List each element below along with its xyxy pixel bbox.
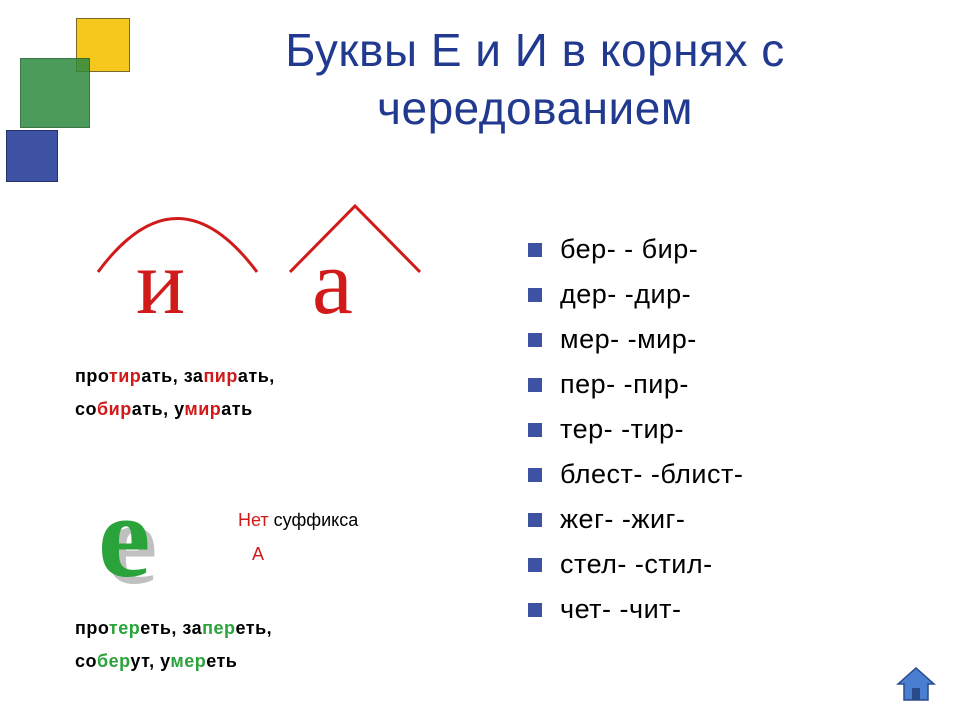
txt: со	[75, 399, 97, 419]
big-letter-i: и	[136, 236, 185, 328]
root-pair-item: мер- -мир-	[528, 324, 928, 355]
bullet-icon	[528, 333, 542, 347]
bullet-icon	[528, 378, 542, 392]
arc-container: и а	[70, 200, 480, 330]
root-pair-item: чет- -чит-	[528, 594, 928, 625]
root-pair-item: стел- -стил-	[528, 549, 928, 580]
bullet-icon	[528, 243, 542, 257]
root-pair-item: дер- -дир-	[528, 279, 928, 310]
big-letter-e-wrap: е е	[98, 478, 150, 596]
txt: со	[75, 651, 97, 671]
bullet-icon	[528, 603, 542, 617]
txt: про	[75, 618, 109, 638]
txt: еть	[206, 651, 237, 671]
root-highlight: бер	[97, 651, 130, 671]
root-highlight: мир	[184, 399, 221, 419]
slide: Буквы Е и И в корнях с чередованием и а …	[0, 0, 960, 720]
bullet-icon	[528, 423, 542, 437]
root-highlight: пир	[203, 366, 237, 386]
root-pair-text: чет- -чит-	[560, 594, 682, 625]
page-title: Буквы Е и И в корнях с чередованием	[150, 22, 920, 137]
arc-over-a-icon	[285, 200, 425, 278]
bullet-icon	[528, 513, 542, 527]
home-icon[interactable]	[894, 664, 938, 704]
root-pair-text: тер- -тир-	[560, 414, 684, 445]
examples-without-suffix-a: протереть, запереть, соберут, умереть	[75, 612, 272, 679]
condition-letter-a: А	[252, 544, 264, 565]
txt: ать,	[238, 366, 275, 386]
txt: про	[75, 366, 109, 386]
condition-net: Нет	[238, 510, 269, 530]
root-pair-text: жег- -жиг-	[560, 504, 685, 535]
txt: ут, у	[130, 651, 170, 671]
root-pair-text: дер- -дир-	[560, 279, 691, 310]
root-pair-text: мер- -мир-	[560, 324, 697, 355]
txt: ать	[221, 399, 252, 419]
root-pair-text: блест- -блист-	[560, 459, 743, 490]
txt: еть,	[236, 618, 273, 638]
root-pair-text: стел- -стил-	[560, 549, 713, 580]
root-highlight: бир	[97, 399, 132, 419]
condition-rest: суффикса	[269, 510, 359, 530]
root-pair-list: бер- - бир-дер- -дир-мер- -мир-пер- -пир…	[528, 234, 928, 639]
root-pair-item: блест- -блист-	[528, 459, 928, 490]
left-column: и а протирать, запирать, собирать, умира…	[70, 200, 480, 330]
root-highlight: тер	[109, 618, 140, 638]
root-pair-item: пер- -пир-	[528, 369, 928, 400]
big-letter-e: е	[98, 478, 150, 596]
examples-with-suffix-a: протирать, запирать, собирать, умирать	[75, 360, 275, 427]
txt: еть, за	[140, 618, 202, 638]
root-highlight: мер	[170, 651, 206, 671]
big-letter-a: а	[312, 236, 353, 328]
bullet-icon	[528, 468, 542, 482]
bullet-icon	[528, 288, 542, 302]
root-pair-text: бер- - бир-	[560, 234, 698, 265]
deco-square-blue	[6, 130, 58, 182]
condition-text: Нет суффикса	[238, 510, 358, 531]
root-pair-item: тер- -тир-	[528, 414, 928, 445]
txt: ать, за	[141, 366, 203, 386]
deco-square-green	[20, 58, 90, 128]
txt: ать, у	[132, 399, 185, 419]
root-highlight: пер	[202, 618, 235, 638]
root-pair-item: жег- -жиг-	[528, 504, 928, 535]
root-pair-text: пер- -пир-	[560, 369, 689, 400]
root-pair-item: бер- - бир-	[528, 234, 928, 265]
bullet-icon	[528, 558, 542, 572]
root-highlight: тир	[109, 366, 141, 386]
